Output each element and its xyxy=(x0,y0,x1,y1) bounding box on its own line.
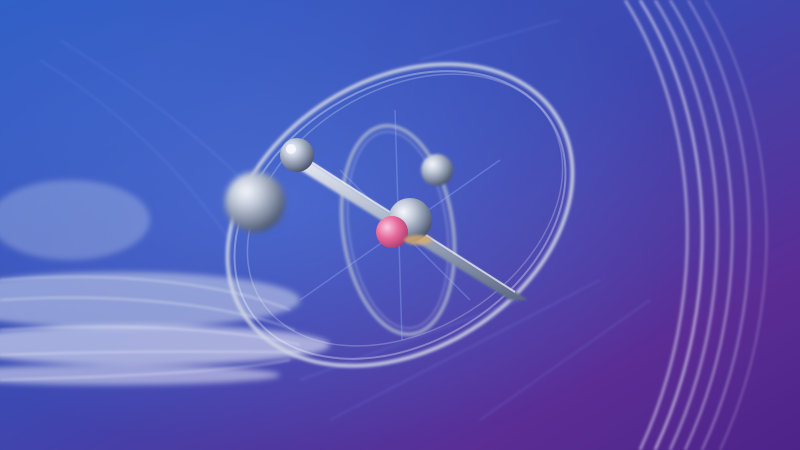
nucleus-pink xyxy=(376,216,408,248)
inner-orbit-ring xyxy=(339,123,457,337)
nucleus xyxy=(376,198,432,248)
large-orbit-ring xyxy=(225,62,575,368)
right-ring-band xyxy=(623,0,768,450)
sphere-highlight xyxy=(286,144,296,154)
electron-sphere-right xyxy=(421,154,453,186)
nucleus-gold-glint xyxy=(404,235,432,245)
electron-sphere-left xyxy=(225,172,285,232)
background-streaks xyxy=(39,19,651,421)
left-motion-lines xyxy=(0,276,301,381)
